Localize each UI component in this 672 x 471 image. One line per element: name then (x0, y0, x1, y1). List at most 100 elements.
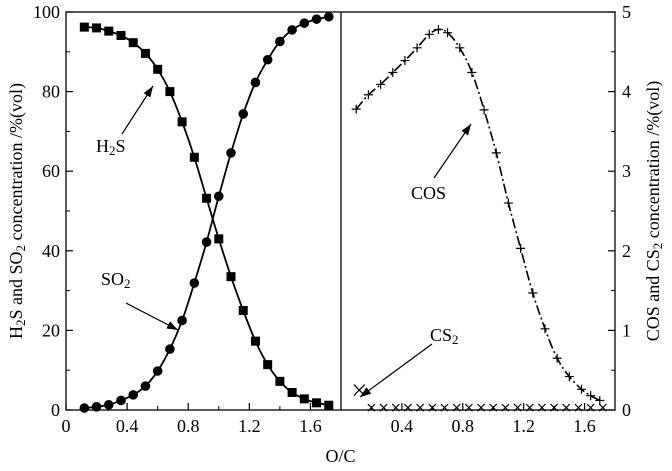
h2s-point (116, 30, 126, 40)
so2-series-line (84, 15, 329, 409)
cos-point (552, 353, 562, 363)
so2-point (91, 402, 102, 412)
cos-point (491, 148, 501, 158)
cos-annotation-arrow-head (461, 124, 471, 136)
h2s-point (214, 234, 224, 244)
x-tick-label-left: 0.8 (177, 416, 200, 436)
x-tick-label-left: 1.2 (238, 416, 261, 436)
y-tick-label-right: 2 (622, 241, 631, 261)
cos-point (516, 243, 526, 253)
cs2-point (550, 403, 559, 412)
y-tick-label-left: 40 (42, 241, 60, 261)
h2s-annotation-label: H2S (96, 136, 126, 158)
y-axis-title-right-part: COS and CS (643, 249, 663, 341)
so2-annotation-label-part: SO (101, 269, 124, 289)
x-tick-label-left: 1.6 (299, 416, 322, 436)
y-tick-label-right: 3 (622, 161, 631, 181)
cs2-point (416, 403, 425, 412)
cs2-point (574, 403, 583, 412)
h2s-point (287, 387, 297, 397)
y-tick-label-right: 1 (622, 320, 631, 340)
x-tick-label-right: 0.8 (452, 416, 475, 436)
cos-annotation-label: COS (411, 183, 446, 203)
h2s-annotation-arrow-head (143, 86, 153, 98)
cos-point (540, 324, 550, 334)
so2-point (238, 109, 249, 119)
h2s-point (312, 398, 322, 408)
so2-point (323, 11, 334, 22)
y-tick-label-left: 20 (42, 320, 60, 340)
h2s-point (165, 87, 175, 97)
cs2-annotation-arrow-shaft (359, 343, 433, 398)
x-axis-title: O/C (325, 446, 355, 466)
cos-point (467, 67, 477, 77)
y-tick-label-left: 60 (42, 161, 60, 181)
y-axis-title-right-group: COS and CS2 concentration /%(vol) (643, 81, 665, 341)
y-axis-title-left-part: S and SO (6, 251, 26, 319)
cos-point (351, 104, 361, 114)
cs2-point (367, 403, 376, 412)
x-tick-label-right: 0.4 (391, 416, 414, 436)
so2-annotation-arrow-head (166, 321, 178, 330)
y-tick-label-left: 80 (42, 82, 60, 102)
so2-point (165, 344, 175, 354)
x-tick-label-left: 0 (62, 416, 71, 436)
cs2-annotation-label-part: 2 (452, 332, 459, 347)
h2s-point (202, 193, 212, 203)
so2-point (299, 18, 310, 28)
y-tick-label-left: 0 (51, 400, 60, 420)
h2s-point (153, 64, 163, 74)
cs2-point (391, 403, 400, 412)
h2s-point (250, 336, 260, 346)
so2-point (140, 381, 151, 391)
y-tick-label-right: 4 (622, 82, 631, 102)
so2-point (103, 400, 114, 410)
cs2-point (598, 403, 607, 412)
y-axis-title-left-group: H2S and SO2 concentration /%(vol) (6, 83, 28, 339)
cs2-point (586, 403, 595, 412)
cos-point (363, 90, 373, 100)
so2-point (311, 14, 322, 24)
so2-point (152, 366, 163, 376)
cs2-point (379, 403, 388, 412)
so2-point (116, 395, 126, 406)
cos-point (443, 28, 453, 38)
so2-point (79, 403, 90, 413)
y-axis-title-right: COS and CS2 concentration /%(vol) (643, 81, 665, 341)
cos-point (433, 25, 443, 35)
cs2-point (452, 403, 461, 412)
h2s-point (128, 38, 138, 48)
cs2-point (428, 403, 437, 412)
h2s-point (238, 306, 248, 315)
so2-point (177, 315, 187, 326)
so2-point (128, 390, 139, 400)
cs2-point (513, 403, 522, 412)
so2-point (287, 25, 297, 35)
h2s-point (275, 376, 285, 386)
h2s-point (226, 272, 236, 282)
h2s-series-line (84, 26, 329, 407)
y-axis-title-right-part: concentration /%(vol) (643, 81, 664, 243)
cos-point (388, 67, 398, 77)
h2s-point (92, 23, 102, 33)
cs2-annotation-label-part: CS (430, 325, 452, 345)
so2-point (189, 278, 200, 288)
y-axis-title-left-part: H (6, 326, 26, 339)
y-axis-title-left-part: concentration /%(vol) (6, 83, 27, 245)
cs2-point (477, 403, 486, 412)
cos-annotation-label-part: COS (411, 183, 446, 203)
x-tick-label-right: 1.2 (512, 416, 535, 436)
cs2-annotation-arrow-head (360, 387, 372, 397)
h2s-point (263, 360, 273, 370)
so2-point (213, 191, 224, 202)
cos-point (376, 79, 386, 89)
so2-annotation-label: SO2 (101, 269, 131, 291)
cos-point (564, 372, 574, 382)
h2s-point (299, 394, 309, 404)
x-tick-label-right: 1.6 (573, 416, 596, 436)
h2s-annotation-label-part: 2 (109, 143, 116, 158)
cos-point (424, 29, 434, 39)
cos-point (400, 56, 410, 66)
cos-point (412, 43, 422, 53)
